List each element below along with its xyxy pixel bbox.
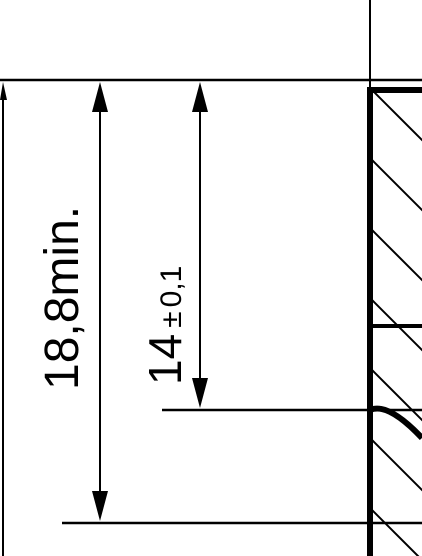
arrowhead-bottom-14	[192, 378, 208, 408]
dimension-label-14: 14 ±0,1	[139, 266, 191, 385]
dimension-value-14: 14	[139, 334, 191, 385]
arrowhead-bottom-18-8	[92, 491, 108, 521]
part-chamfer-edge	[368, 405, 422, 441]
arrowhead-top-14	[192, 82, 208, 112]
left-edge-arrowhead	[0, 82, 7, 100]
dimension-14-tol: 14 ±0,1	[139, 82, 208, 408]
tolerance-symbol: ±	[155, 311, 188, 327]
dimension-18-8-min: 18,8min.	[36, 82, 108, 521]
dimension-qualifier-min: min.	[36, 206, 89, 297]
section-hatching	[370, 88, 422, 556]
tolerance-value: 0,1	[155, 266, 188, 308]
part-section	[367, 87, 422, 556]
arrowhead-top-18-8	[92, 82, 108, 112]
dimension-value-18-8: 18,8	[36, 297, 89, 390]
dimension-label-18-8: 18,8min.	[36, 206, 89, 390]
